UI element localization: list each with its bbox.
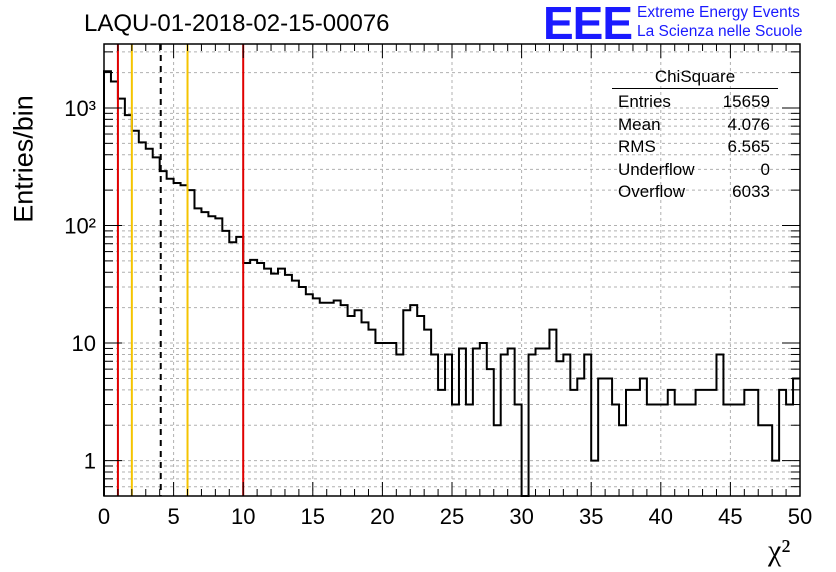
x-tick-label: 20 <box>370 504 394 529</box>
stats-value: 4.076 <box>727 114 770 134</box>
x-tick-label: 5 <box>167 504 179 529</box>
stats-title: ChiSquare <box>612 67 778 89</box>
eee-logo: EEE <box>543 0 633 49</box>
stats-row-entries: Entries 15659 <box>612 91 778 114</box>
x-tick-label: 40 <box>649 504 673 529</box>
x-tick-label: 50 <box>788 504 812 529</box>
y-tick-label: 10 <box>72 331 96 356</box>
stats-label: Underflow <box>618 159 695 179</box>
histogram-series <box>103 70 800 497</box>
x-tick-label: 0 <box>98 504 110 529</box>
y-tick-label: 10² <box>64 214 96 239</box>
x-axis-label: χ² <box>768 534 791 567</box>
stats-value: 15659 <box>722 92 770 111</box>
stats-box: ChiSquare Entries 15659 Mean 4.076 RMS 6.56… <box>612 67 778 204</box>
chart-title: LAQU-01-2018-02-15-00076 <box>84 10 390 37</box>
logo-line-1: Extreme Energy Events <box>637 4 800 21</box>
stats-label: Entries <box>618 92 671 111</box>
stats-value: 6033 <box>732 182 770 201</box>
x-tick-label: 15 <box>301 504 325 529</box>
x-tick-label: 30 <box>509 504 533 529</box>
x-tick-label: 45 <box>718 504 742 529</box>
stats-label: Mean <box>618 114 661 134</box>
stats-row-underflow: Underflow 0 <box>612 159 778 182</box>
x-tick-label: 35 <box>579 504 603 529</box>
y-axis-label-box: Entries/bin <box>6 95 42 223</box>
y-tick-label: 1 <box>84 449 96 474</box>
logo-caption: Extreme Energy Events La Scienza nelle S… <box>637 3 802 41</box>
stats-row-mean: Mean 4.076 <box>612 114 778 137</box>
y-axis-label: Entries/bin <box>8 95 39 223</box>
y-tick-label: 10³ <box>64 96 96 121</box>
logo-line-2: La Scienza nelle Scuole <box>637 23 803 40</box>
stats-row-overflow: Overflow 6033 <box>612 181 778 204</box>
stats-row-rms: RMS 6.565 <box>612 136 778 159</box>
stats-value: 0 <box>760 159 770 179</box>
stats-value: 6.565 <box>727 137 770 156</box>
stats-label: Overflow <box>618 182 686 201</box>
x-tick-label: 25 <box>440 504 464 529</box>
stats-label: RMS <box>618 137 656 156</box>
x-tick-label: 10 <box>231 504 255 529</box>
